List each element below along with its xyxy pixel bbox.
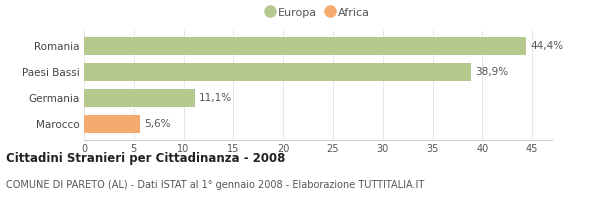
Text: 5,6%: 5,6% bbox=[144, 119, 170, 129]
Bar bbox=[84, 63, 472, 81]
Text: COMUNE DI PARETO (AL) - Dati ISTAT al 1° gennaio 2008 - Elaborazione TUTTITALIA.: COMUNE DI PARETO (AL) - Dati ISTAT al 1°… bbox=[6, 180, 424, 190]
Bar bbox=[84, 115, 140, 133]
Bar bbox=[84, 89, 194, 107]
Legend: Europa, Africa: Europa, Africa bbox=[262, 3, 374, 22]
Bar bbox=[84, 37, 526, 55]
Text: 44,4%: 44,4% bbox=[530, 41, 563, 51]
Text: Cittadini Stranieri per Cittadinanza - 2008: Cittadini Stranieri per Cittadinanza - 2… bbox=[6, 152, 286, 165]
Text: 38,9%: 38,9% bbox=[475, 67, 508, 77]
Text: 11,1%: 11,1% bbox=[199, 93, 232, 103]
